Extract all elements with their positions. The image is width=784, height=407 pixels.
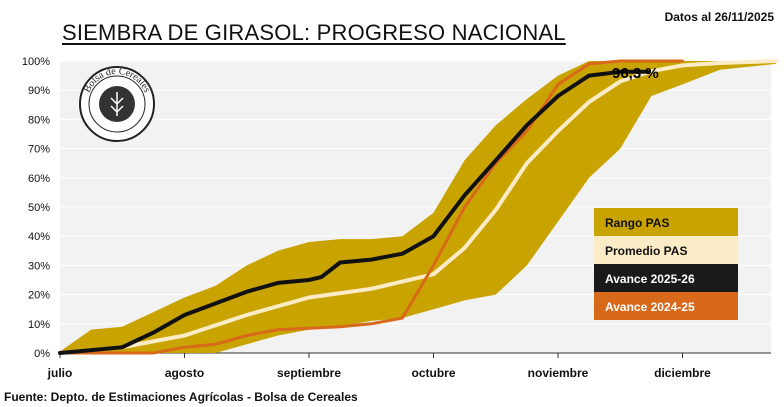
x-tick-label: septiembre (277, 366, 341, 380)
y-axis-ticks: 0% 10% 20% 30% 40% 50% 60% 70% 80% 90% 100% (22, 56, 50, 360)
legend: Rango PAS Promedio PAS Avance 2025-26 Av… (594, 208, 738, 320)
y-tick-label: 70% (28, 144, 50, 156)
legend-item-current: Avance 2025-26 (594, 264, 738, 292)
y-tick-label: 10% (28, 319, 50, 331)
y-tick-label: 20% (28, 290, 50, 302)
x-tick-label: diciembre (654, 366, 711, 380)
x-axis-ticks: julio agosto septiembre octubre noviembre dic… (47, 352, 771, 380)
y-tick-label: 50% (28, 202, 50, 214)
x-tick-label: octubre (411, 366, 455, 380)
legend-swatch-previous (594, 292, 738, 320)
series-layer (58, 59, 778, 355)
x-tick-label: noviembre (528, 366, 589, 380)
y-tick-label: 90% (28, 85, 50, 97)
chart-title: SIEMBRA DE GIRASOL: PROGRESO NACIONAL (62, 20, 566, 45)
series-line-avance-2025-26 (58, 69, 651, 355)
series-line-promedio-pas (58, 59, 778, 355)
legend-swatch-average (594, 236, 738, 264)
current-value-label: 96,3 % (612, 65, 659, 82)
legend-swatch-current (594, 264, 738, 292)
legend-label-previous: Avance 2024-25 (605, 300, 695, 314)
series-line-avance-2024-25 (58, 59, 684, 355)
series-area-rango-pas (60, 61, 776, 353)
date-label: Datos al 26/11/2025 (664, 10, 774, 24)
y-tick-label: 60% (28, 173, 50, 185)
x-tick-label: julio (47, 366, 73, 380)
legend-item-average: Promedio PAS (594, 236, 738, 264)
source-note: Fuente: Depto. de Estimaciones Agrícolas… (4, 390, 358, 404)
x-tick-label: agosto (165, 366, 204, 380)
legend-item-range: Rango PAS (594, 208, 738, 236)
legend-swatch-range (594, 208, 738, 236)
logo-wheat-icon (110, 92, 124, 116)
logo-inner-ring (88, 75, 146, 133)
y-tick-label: 80% (28, 114, 50, 126)
legend-item-previous: Avance 2024-25 (594, 292, 738, 320)
legend-label-current: Avance 2025-26 (605, 272, 695, 286)
y-tick-label: 30% (28, 260, 50, 272)
logo: Bolsa de Cereales (79, 66, 155, 142)
legend-label-range: Rango PAS (605, 216, 669, 230)
y-tick-label: 100% (22, 56, 50, 68)
y-tick-label: 40% (28, 231, 50, 243)
legend-label-average: Promedio PAS (605, 244, 687, 258)
y-tick-label: 0% (34, 348, 50, 360)
